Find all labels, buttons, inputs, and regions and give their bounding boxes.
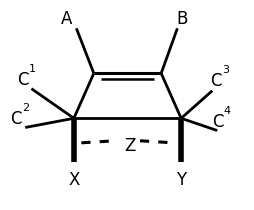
Text: X: X — [68, 171, 79, 189]
Text: C: C — [211, 113, 223, 131]
Text: 4: 4 — [223, 106, 230, 116]
Text: C: C — [210, 72, 221, 91]
Text: C: C — [10, 110, 21, 128]
Text: A: A — [60, 10, 72, 28]
Text: 3: 3 — [221, 65, 228, 75]
Text: 1: 1 — [29, 64, 36, 74]
Text: 2: 2 — [22, 103, 29, 113]
Text: C: C — [18, 71, 29, 89]
Text: Z: Z — [123, 137, 135, 155]
Text: Y: Y — [175, 171, 185, 189]
Text: B: B — [176, 10, 187, 28]
